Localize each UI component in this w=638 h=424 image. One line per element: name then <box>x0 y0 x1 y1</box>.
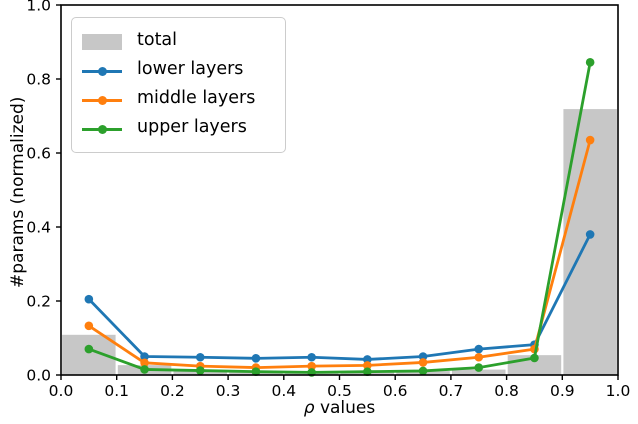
marker-upper-layers <box>140 365 149 374</box>
marker-lower-layers <box>474 344 484 354</box>
x-tick-label: 1.0 <box>606 382 631 400</box>
x-tick-label: 0.8 <box>494 382 519 400</box>
y-tick-label: 0.0 <box>26 367 51 385</box>
lower-layers-marker <box>98 66 107 76</box>
x-tick-label: 0.9 <box>550 382 575 400</box>
legend-label: middle layers <box>137 87 256 108</box>
marker-upper-layers <box>195 366 205 375</box>
marker-middle-layers <box>84 321 94 331</box>
marker-middle-layers <box>140 358 149 368</box>
line-upper-layers <box>87 60 592 374</box>
marker-middle-layers <box>307 361 316 371</box>
x-tick-label: 0.1 <box>104 382 129 400</box>
x-tick-label: 0.4 <box>271 382 296 400</box>
legend-label: total <box>137 29 178 50</box>
x-tick-label: 0.0 <box>49 382 74 400</box>
legend-key <box>82 91 122 109</box>
legend-label: lower layers <box>137 58 244 79</box>
legend: total lower layers middle layers upper l… <box>71 17 286 153</box>
x-tick-label: 0.6 <box>383 382 408 400</box>
y-tick-label: 0.2 <box>26 293 51 311</box>
legend-key <box>82 120 122 138</box>
marker-lower-layers <box>363 355 372 364</box>
x-tick-label: 0.3 <box>216 382 241 400</box>
legend-key <box>82 33 122 51</box>
upper-layers-marker <box>98 124 107 134</box>
legend-item-lower-layers: lower layers <box>82 56 275 85</box>
histogram-bar <box>562 108 618 376</box>
marker-upper-layers <box>84 344 94 354</box>
marker-middle-layers <box>585 135 595 145</box>
rho-symbol: ρ <box>303 398 315 418</box>
x-tick-label: 0.2 <box>160 382 185 400</box>
marker-upper-layers <box>530 353 539 363</box>
legend-item-total: total <box>82 27 275 56</box>
line-lower-layers <box>87 232 592 361</box>
x-tick-label: 0.5 <box>327 382 352 400</box>
marker-lower-layers <box>84 294 94 304</box>
marker-upper-layers <box>474 363 484 372</box>
marker-lower-layers <box>140 352 149 361</box>
marker-lower-layers <box>195 352 205 362</box>
line-middle-layers <box>87 138 592 370</box>
x-tick-label: 0.7 <box>439 382 464 400</box>
legend-key <box>82 62 122 80</box>
y-axis-label: #params (normalized) <box>8 96 28 288</box>
legend-label: upper layers <box>137 116 247 137</box>
marker-middle-layers <box>363 361 372 370</box>
marker-upper-layers <box>363 367 372 376</box>
y-tick-label: 0.6 <box>26 145 51 163</box>
x-axis-label: ρ values <box>61 398 618 418</box>
marker-upper-layers <box>418 366 428 376</box>
y-tick-label: 1.0 <box>26 0 51 15</box>
marker-lower-layers <box>585 230 595 239</box>
marker-middle-layers <box>474 352 484 362</box>
legend-item-upper-layers: upper layers <box>82 114 275 143</box>
middle-layers-marker <box>98 95 107 105</box>
x-axis-label-text: values <box>314 398 376 418</box>
total-swatch <box>82 33 122 50</box>
y-tick-label: 0.8 <box>26 71 51 89</box>
marker-lower-layers <box>251 354 261 363</box>
marker-lower-layers <box>418 352 428 361</box>
legend-item-middle-layers: middle layers <box>82 85 275 114</box>
marker-upper-layers <box>251 367 261 376</box>
y-tick-label: 0.4 <box>26 219 51 237</box>
marker-middle-layers <box>418 358 428 367</box>
marker-upper-layers <box>585 58 595 67</box>
marker-lower-layers <box>307 352 316 362</box>
